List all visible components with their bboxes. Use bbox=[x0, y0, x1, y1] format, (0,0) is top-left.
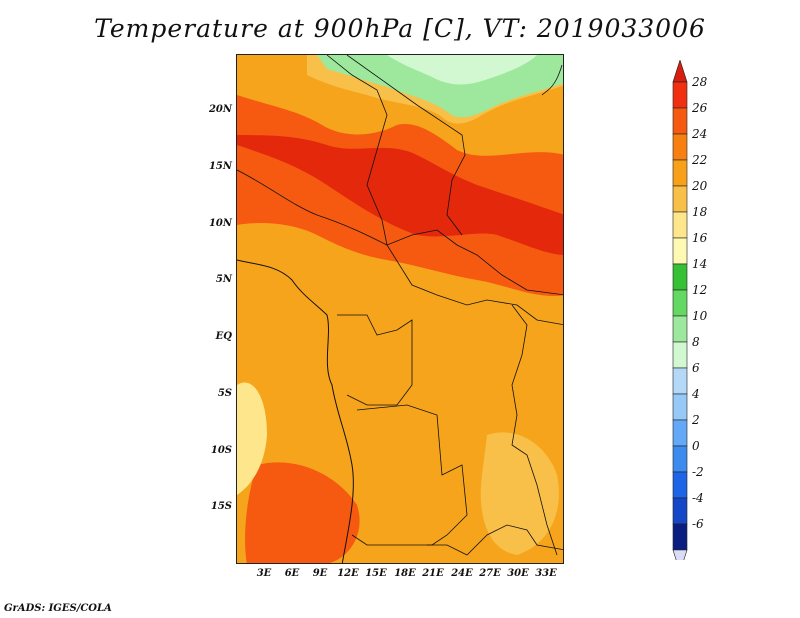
colorbar-level-label: 24 bbox=[692, 127, 708, 141]
border-line-6 bbox=[351, 404, 468, 546]
colorbar-segment bbox=[672, 159, 688, 187]
coastline bbox=[237, 259, 354, 563]
colorbar-level-label: 6 bbox=[692, 361, 700, 375]
colorbar-segment bbox=[672, 81, 688, 109]
colorbar-segment bbox=[672, 497, 688, 525]
map-title: Temperature at 900hPa [C], VT: 201903300… bbox=[94, 14, 706, 43]
lon-label-3e: 3E bbox=[256, 568, 272, 579]
colorbar-segment bbox=[672, 315, 688, 343]
colorbar-segment bbox=[672, 471, 688, 499]
lat-label-10s: 10S bbox=[210, 445, 232, 456]
lon-label-33e: 33E bbox=[535, 568, 557, 579]
colorbar-level-label: -2 bbox=[692, 465, 704, 479]
colorbar-level-label: 26 bbox=[692, 101, 708, 115]
lon-label-30e: 30E bbox=[507, 568, 529, 579]
colorbar bbox=[672, 60, 688, 560]
colorbar-segment bbox=[672, 419, 688, 447]
colorbar-top-arrow bbox=[672, 60, 688, 83]
colorbar-level-label: 20 bbox=[692, 179, 708, 193]
colorbar-segment bbox=[672, 185, 688, 213]
temperature-map bbox=[236, 54, 564, 564]
colorbar-segment bbox=[672, 107, 688, 135]
border-line-9 bbox=[541, 64, 563, 96]
border-line-7 bbox=[511, 304, 558, 556]
colorbar-level-label: -4 bbox=[692, 491, 704, 505]
lon-label-27e: 27E bbox=[479, 568, 501, 579]
border-line-2 bbox=[346, 55, 466, 236]
north-light-zone bbox=[387, 55, 537, 85]
lon-label-12e: 12E bbox=[337, 568, 359, 579]
border-line-8 bbox=[427, 524, 563, 556]
colorbar-segment bbox=[672, 133, 688, 161]
lon-label-21e: 21E bbox=[422, 568, 444, 579]
colorbar-level-label: 18 bbox=[692, 205, 708, 219]
colorbar-level-label: 0 bbox=[692, 439, 700, 453]
colorbar-segment bbox=[672, 289, 688, 317]
border-line-5 bbox=[337, 314, 413, 406]
grads-credit: GrADS: IGES/COLA bbox=[4, 603, 112, 614]
colorbar-level-label: 14 bbox=[692, 257, 708, 271]
colorbar-segment bbox=[672, 211, 688, 239]
colorbar-level-label: 22 bbox=[692, 153, 708, 167]
lat-label-20n: 20N bbox=[208, 104, 232, 115]
west-coast-cool-patch bbox=[237, 382, 267, 495]
border-line-4 bbox=[386, 244, 563, 326]
colorbar-level-label: 10 bbox=[692, 309, 708, 323]
temperature-field bbox=[237, 55, 563, 563]
southwest-warm-patch bbox=[245, 462, 360, 563]
colorbar-level-label: 16 bbox=[692, 231, 708, 245]
lat-label-5s: 5S bbox=[217, 388, 232, 399]
lon-label-18e: 18E bbox=[394, 568, 416, 579]
colorbar-segment bbox=[672, 367, 688, 395]
colorbar-level-label: 8 bbox=[692, 335, 700, 349]
colorbar-level-label: 2 bbox=[692, 413, 700, 427]
lon-label-15e: 15E bbox=[365, 568, 387, 579]
lat-label-15s: 15S bbox=[210, 501, 232, 512]
colorbar-segment bbox=[672, 523, 688, 551]
colorbar-level-label: -6 bbox=[692, 517, 704, 531]
colorbar-segment bbox=[672, 263, 688, 291]
lat-label-5n: 5N bbox=[215, 274, 232, 285]
colorbar-segment bbox=[672, 237, 688, 265]
lon-label-9e: 9E bbox=[312, 568, 328, 579]
colorbar-segment bbox=[672, 445, 688, 473]
colorbar-level-label: 12 bbox=[692, 283, 708, 297]
colorbar-segment bbox=[672, 341, 688, 369]
hottest-band bbox=[237, 135, 563, 255]
lon-label-6e: 6E bbox=[284, 568, 300, 579]
colorbar-bottom-arrow bbox=[672, 549, 688, 560]
lat-label-10n: 10N bbox=[208, 218, 232, 229]
border-line-3 bbox=[237, 169, 388, 246]
colorbar-segment bbox=[672, 393, 688, 421]
lon-label-24e: 24E bbox=[451, 568, 473, 579]
colorbar-level-label: 28 bbox=[692, 75, 708, 89]
lat-label-eq: EQ bbox=[215, 331, 232, 342]
lat-label-15n: 15N bbox=[208, 161, 232, 172]
colorbar-level-label: 4 bbox=[692, 387, 700, 401]
east-cooler-patch bbox=[480, 432, 559, 555]
